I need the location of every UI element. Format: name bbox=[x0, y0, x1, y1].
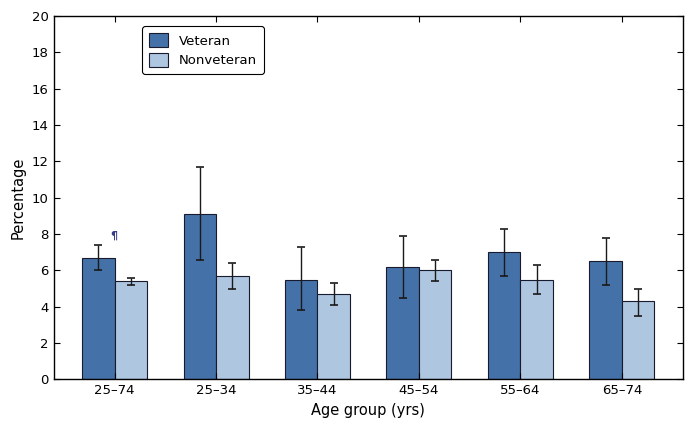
Bar bbox=[520, 280, 553, 380]
Bar bbox=[589, 261, 622, 380]
Bar bbox=[387, 267, 419, 380]
Bar bbox=[488, 252, 520, 380]
Bar bbox=[216, 276, 248, 380]
Bar bbox=[285, 280, 317, 380]
Bar bbox=[115, 281, 147, 380]
X-axis label: Age group (yrs): Age group (yrs) bbox=[312, 403, 425, 418]
Legend: Veteran, Nonveteran: Veteran, Nonveteran bbox=[142, 26, 264, 74]
Bar bbox=[622, 301, 654, 380]
Y-axis label: Percentage: Percentage bbox=[11, 157, 26, 239]
Text: ¶: ¶ bbox=[110, 230, 117, 241]
Bar bbox=[184, 214, 216, 380]
Bar bbox=[317, 294, 350, 380]
Bar bbox=[82, 258, 115, 380]
Bar bbox=[419, 270, 451, 380]
